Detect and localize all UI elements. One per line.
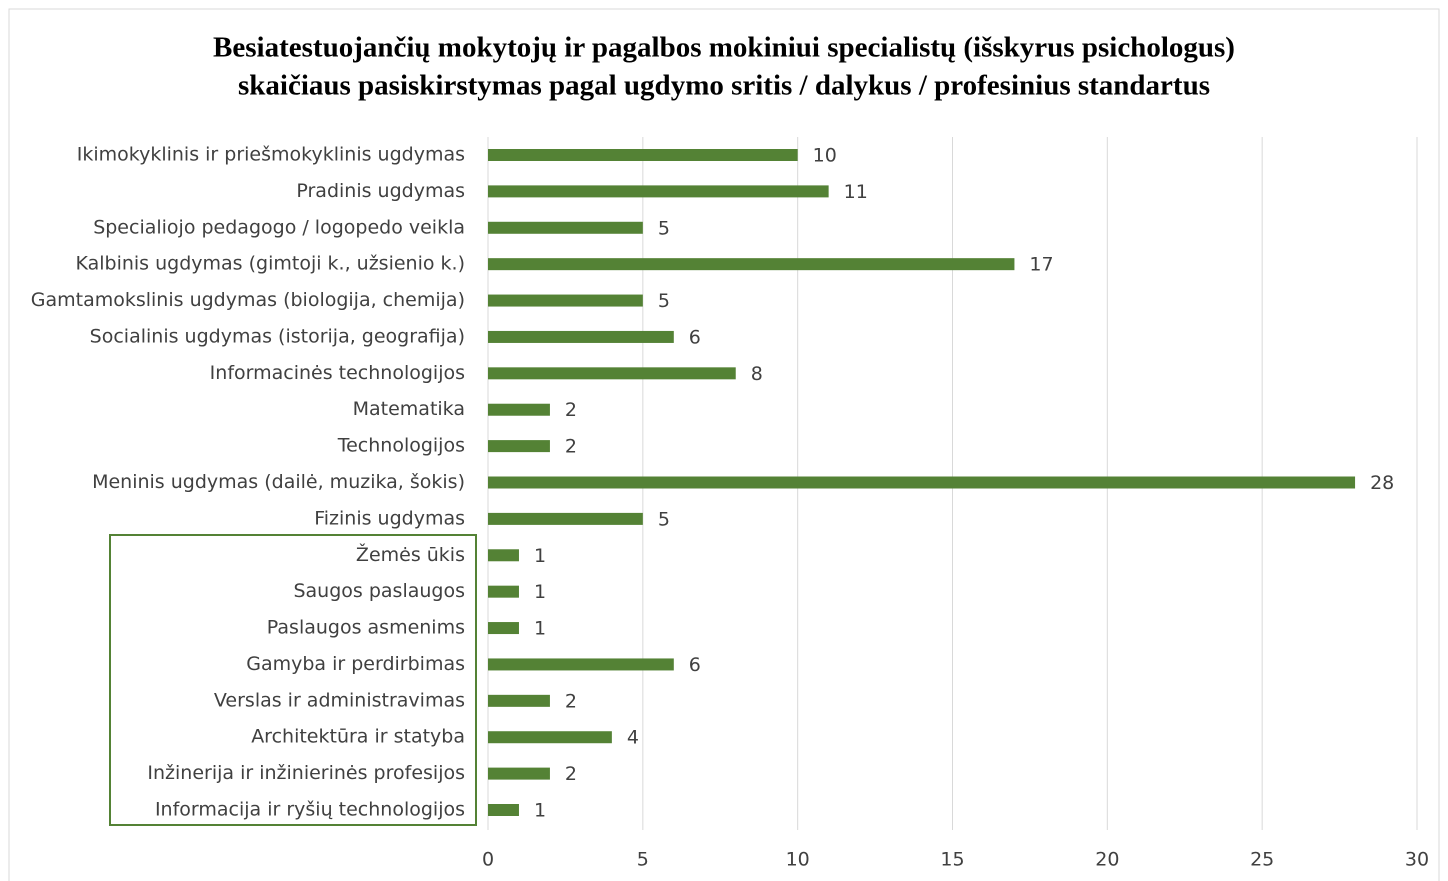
- data-label: 6: [689, 654, 701, 676]
- bar: [488, 731, 612, 744]
- y-tick-label: Specialiojo pedagogo / logopedo veikla: [93, 216, 465, 238]
- data-label: 5: [658, 217, 670, 239]
- chart-title: Besiatestuojančių mokytojų ir pagalbos m…: [213, 32, 1235, 64]
- bar: [488, 658, 674, 671]
- y-tick-label: Pradinis ugdymas: [296, 180, 465, 202]
- y-tick-label: Informacinės technologijos: [210, 362, 465, 384]
- bar: [488, 221, 643, 234]
- bar: [488, 185, 829, 198]
- data-label: 1: [534, 618, 546, 640]
- data-label: 2: [565, 763, 577, 785]
- data-label: 4: [627, 727, 639, 749]
- x-tick-label: 25: [1250, 849, 1274, 871]
- data-label: 6: [689, 326, 701, 348]
- x-tick-label: 10: [786, 849, 810, 871]
- data-label: 28: [1370, 472, 1394, 494]
- data-label: 1: [534, 800, 546, 822]
- y-tick-label: Kalbinis ugdymas (gimtoji k., užsienio k…: [75, 253, 465, 275]
- y-tick-label: Gamyba ir perdirbimas: [246, 653, 465, 675]
- bar: [488, 149, 798, 161]
- data-label: 1: [534, 581, 546, 603]
- bar: [488, 476, 1356, 489]
- bar: [488, 330, 674, 343]
- bar: [488, 585, 519, 598]
- x-tick-label: 0: [482, 849, 494, 871]
- bar: [488, 367, 736, 380]
- bar: [488, 622, 519, 635]
- x-tick-label: 15: [940, 849, 964, 871]
- y-tick-label: Technologijos: [337, 435, 465, 457]
- data-label: 2: [565, 436, 577, 458]
- y-tick-label: Ikimokyklinis ir priešmokyklinis ugdymas: [77, 144, 465, 166]
- y-tick-label: Architektūra ir statyba: [251, 726, 465, 748]
- bar: [488, 294, 643, 307]
- bar: [488, 512, 643, 525]
- y-tick-label: Žemės ūkis: [356, 543, 465, 566]
- y-tick-label: Fizinis ugdymas: [314, 507, 465, 529]
- y-tick-label: Matematika: [353, 398, 465, 420]
- y-tick-label: Meninis ugdymas (dailė, muzika, šokis): [92, 471, 465, 493]
- highlight-box: [109, 534, 477, 826]
- data-label: 1: [534, 545, 546, 567]
- bar: [488, 440, 550, 453]
- data-label: 10: [813, 145, 837, 167]
- data-label: 5: [658, 290, 670, 312]
- bar: [488, 767, 550, 780]
- bar: [488, 258, 1015, 271]
- x-tick-label: 30: [1405, 849, 1429, 871]
- data-label: 2: [565, 690, 577, 712]
- chart-border: [8, 8, 1440, 881]
- y-tick-label: Saugos paslaugos: [293, 580, 465, 602]
- data-label: 11: [844, 181, 868, 203]
- y-tick-label: Socialinis ugdymas (istorija, geografija…: [90, 325, 465, 347]
- y-tick-label: Verslas ir administravimas: [214, 689, 465, 711]
- data-label: 5: [658, 508, 670, 530]
- data-label: 2: [565, 399, 577, 421]
- chart-title: skaičiaus pasiskirstymas pagal ugdymo sr…: [238, 70, 1210, 102]
- data-label: 8: [751, 363, 763, 385]
- bar: [488, 549, 519, 562]
- bar: [488, 804, 519, 816]
- bar: [488, 694, 550, 707]
- y-tick-label: Paslaugos asmenims: [267, 617, 465, 639]
- y-tick-label: Informacija ir ryšių technologijos: [155, 799, 465, 821]
- bar: [488, 403, 550, 416]
- x-tick-label: 5: [637, 849, 649, 871]
- y-tick-label: Gamtamokslinis ugdymas (biologija, chemi…: [31, 289, 465, 311]
- y-tick-label: Inžinerija ir inžinierinės profesijos: [147, 762, 465, 784]
- data-label: 17: [1029, 254, 1053, 276]
- x-tick-label: 20: [1095, 849, 1119, 871]
